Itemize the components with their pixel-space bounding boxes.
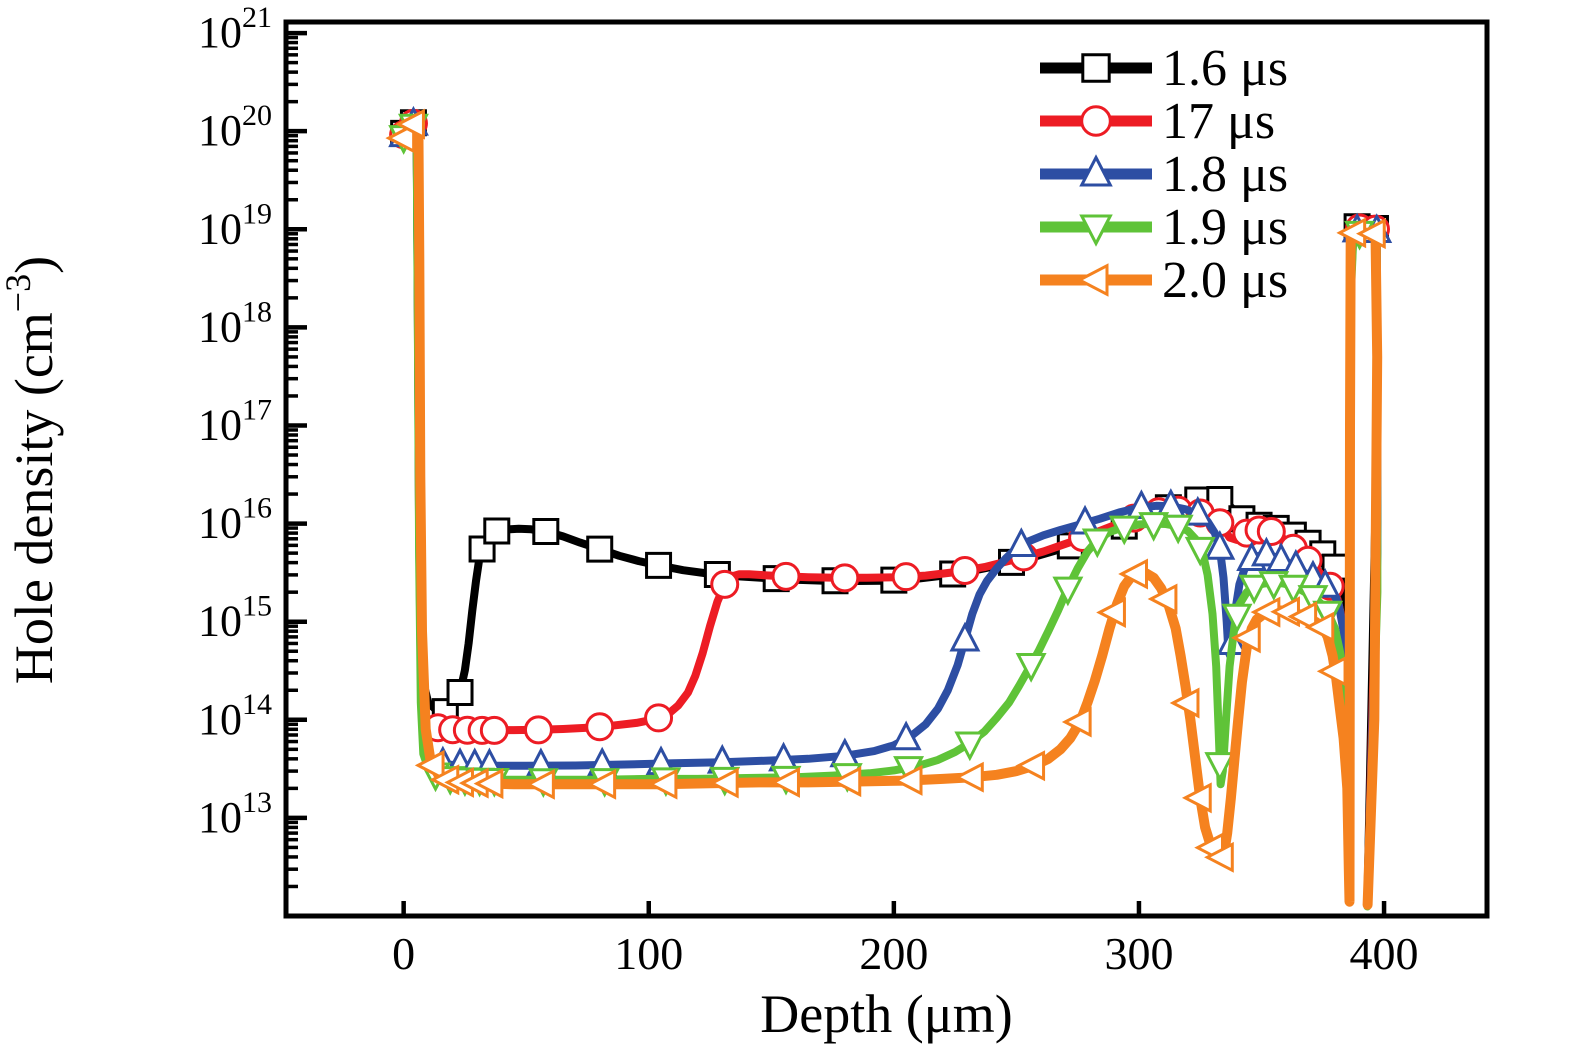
circle-marker-icon bbox=[523, 715, 553, 745]
triangle-down-marker-icon bbox=[1184, 536, 1216, 567]
circle-marker-icon bbox=[891, 562, 921, 592]
triangle-left-marker-icon bbox=[831, 766, 862, 798]
square-marker-icon bbox=[446, 678, 474, 706]
triangle-down-marker-icon bbox=[1162, 514, 1194, 545]
triangle-down-marker-icon bbox=[1052, 576, 1084, 607]
circle-marker-icon bbox=[1256, 517, 1286, 547]
y-tick-label: 1015 bbox=[198, 590, 272, 646]
y-tick-label: 1018 bbox=[198, 295, 272, 351]
legend-label: 1.6 μs bbox=[1162, 40, 1288, 97]
y-axis-title: Hole density (cm−3) bbox=[0, 256, 64, 684]
triangle-down-marker-icon bbox=[1297, 585, 1329, 615]
triangle-left-marker-icon bbox=[770, 766, 800, 798]
legend-item-t-1.6us: 1.6 μs bbox=[1040, 40, 1288, 97]
x-tick-label: 100 bbox=[614, 928, 683, 979]
circle-marker-icon bbox=[830, 563, 860, 593]
triangle-left-marker-icon bbox=[1096, 597, 1126, 628]
circle-marker-icon bbox=[585, 712, 615, 742]
triangle-left-marker-icon bbox=[1204, 841, 1234, 873]
triangle-left-marker-icon bbox=[892, 764, 923, 796]
circle-marker-icon bbox=[644, 703, 674, 733]
triangle-up-marker-icon bbox=[1079, 154, 1113, 187]
circle-marker-icon bbox=[771, 561, 801, 591]
triangle-left-marker-icon bbox=[395, 108, 425, 140]
triangle-left-marker-icon bbox=[525, 768, 555, 800]
circle-marker-icon bbox=[710, 569, 740, 599]
y-tick-label: 1013 bbox=[198, 786, 272, 842]
triangle-down-marker-icon bbox=[954, 731, 986, 762]
triangle-left-marker-icon bbox=[1356, 218, 1386, 250]
circle-marker-icon bbox=[479, 715, 509, 745]
y-tick-label: 1014 bbox=[198, 688, 272, 744]
triangle-left-marker-icon bbox=[473, 768, 504, 800]
triangle-down-marker-icon bbox=[1081, 528, 1113, 559]
triangle-left-marker-icon bbox=[1147, 583, 1178, 615]
square-marker-icon bbox=[532, 518, 560, 546]
triangle-down-marker-icon bbox=[1015, 653, 1047, 683]
triangle-left-marker-icon bbox=[1118, 558, 1149, 590]
triangle-up-marker-icon bbox=[1265, 542, 1297, 573]
triangle-left-marker-icon bbox=[385, 122, 416, 154]
y-tick-label: 1020 bbox=[198, 99, 272, 155]
circle-marker-icon bbox=[950, 555, 980, 585]
circle-marker-icon bbox=[1080, 105, 1112, 137]
triangle-left-marker-icon bbox=[1015, 750, 1046, 782]
x-tick-label: 0 bbox=[392, 928, 415, 979]
triangle-left-marker-icon bbox=[414, 749, 445, 781]
triangle-left-marker-icon bbox=[1076, 263, 1109, 297]
triangle-left-marker-icon bbox=[1316, 655, 1347, 687]
x-axis-title: Depth (μm) bbox=[760, 984, 1012, 1044]
legend-label: 1.9 μs bbox=[1162, 199, 1288, 256]
triangle-down-marker-icon bbox=[1079, 214, 1113, 247]
x-tick-label: 200 bbox=[859, 928, 928, 979]
triangle-left-marker-icon bbox=[647, 768, 678, 800]
triangle-down-marker-icon bbox=[1138, 512, 1170, 542]
triangle-up-marker-icon bbox=[1204, 530, 1236, 560]
y-tick-label: 1021 bbox=[198, 1, 272, 57]
legend-label: 2.0 μs bbox=[1162, 252, 1288, 309]
triangle-down-marker-icon bbox=[1204, 752, 1236, 782]
legend-item-t-1.8us: 1.8 μs bbox=[1040, 146, 1288, 203]
square-marker-icon bbox=[586, 535, 614, 563]
y-tick-label: 1017 bbox=[198, 393, 272, 449]
triangle-left-marker-icon bbox=[1287, 601, 1318, 633]
triangle-left-marker-icon bbox=[954, 761, 984, 793]
x-tick-label: 400 bbox=[1350, 928, 1419, 979]
legend-label: 1.8 μs bbox=[1162, 146, 1288, 203]
triangle-up-marker-icon bbox=[890, 720, 922, 751]
triangle-down-marker-icon bbox=[1108, 515, 1140, 546]
y-tick-label: 1019 bbox=[198, 197, 272, 253]
legend-item-t-1.9us: 1.9 μs bbox=[1040, 199, 1288, 256]
square-marker-icon bbox=[483, 517, 511, 545]
legend-item-t-17us: 17 μs bbox=[1040, 93, 1275, 150]
triangle-up-marker-icon bbox=[949, 621, 981, 652]
y-tick-label: 1016 bbox=[198, 492, 272, 548]
square-marker-icon bbox=[1081, 53, 1111, 83]
legend-item-t-2.0us: 2.0 μs bbox=[1040, 252, 1288, 309]
square-marker-icon bbox=[645, 551, 673, 579]
triangle-up-marker-icon bbox=[1005, 527, 1037, 557]
triangle-left-marker-icon bbox=[1304, 611, 1335, 643]
triangle-left-marker-icon bbox=[708, 767, 739, 799]
legend-label: 17 μs bbox=[1162, 93, 1275, 150]
triangle-left-marker-icon bbox=[1230, 622, 1261, 654]
triangle-down-marker-icon bbox=[1221, 603, 1253, 634]
x-tick-label: 300 bbox=[1104, 928, 1173, 979]
plot-frame bbox=[283, 19, 1490, 919]
triangle-left-marker-icon bbox=[586, 768, 617, 800]
triangle-left-marker-icon bbox=[1061, 706, 1092, 738]
triangle-left-marker-icon bbox=[1181, 782, 1212, 814]
triangle-down-marker-icon bbox=[1238, 574, 1270, 605]
triangle-left-marker-icon bbox=[1169, 687, 1200, 719]
